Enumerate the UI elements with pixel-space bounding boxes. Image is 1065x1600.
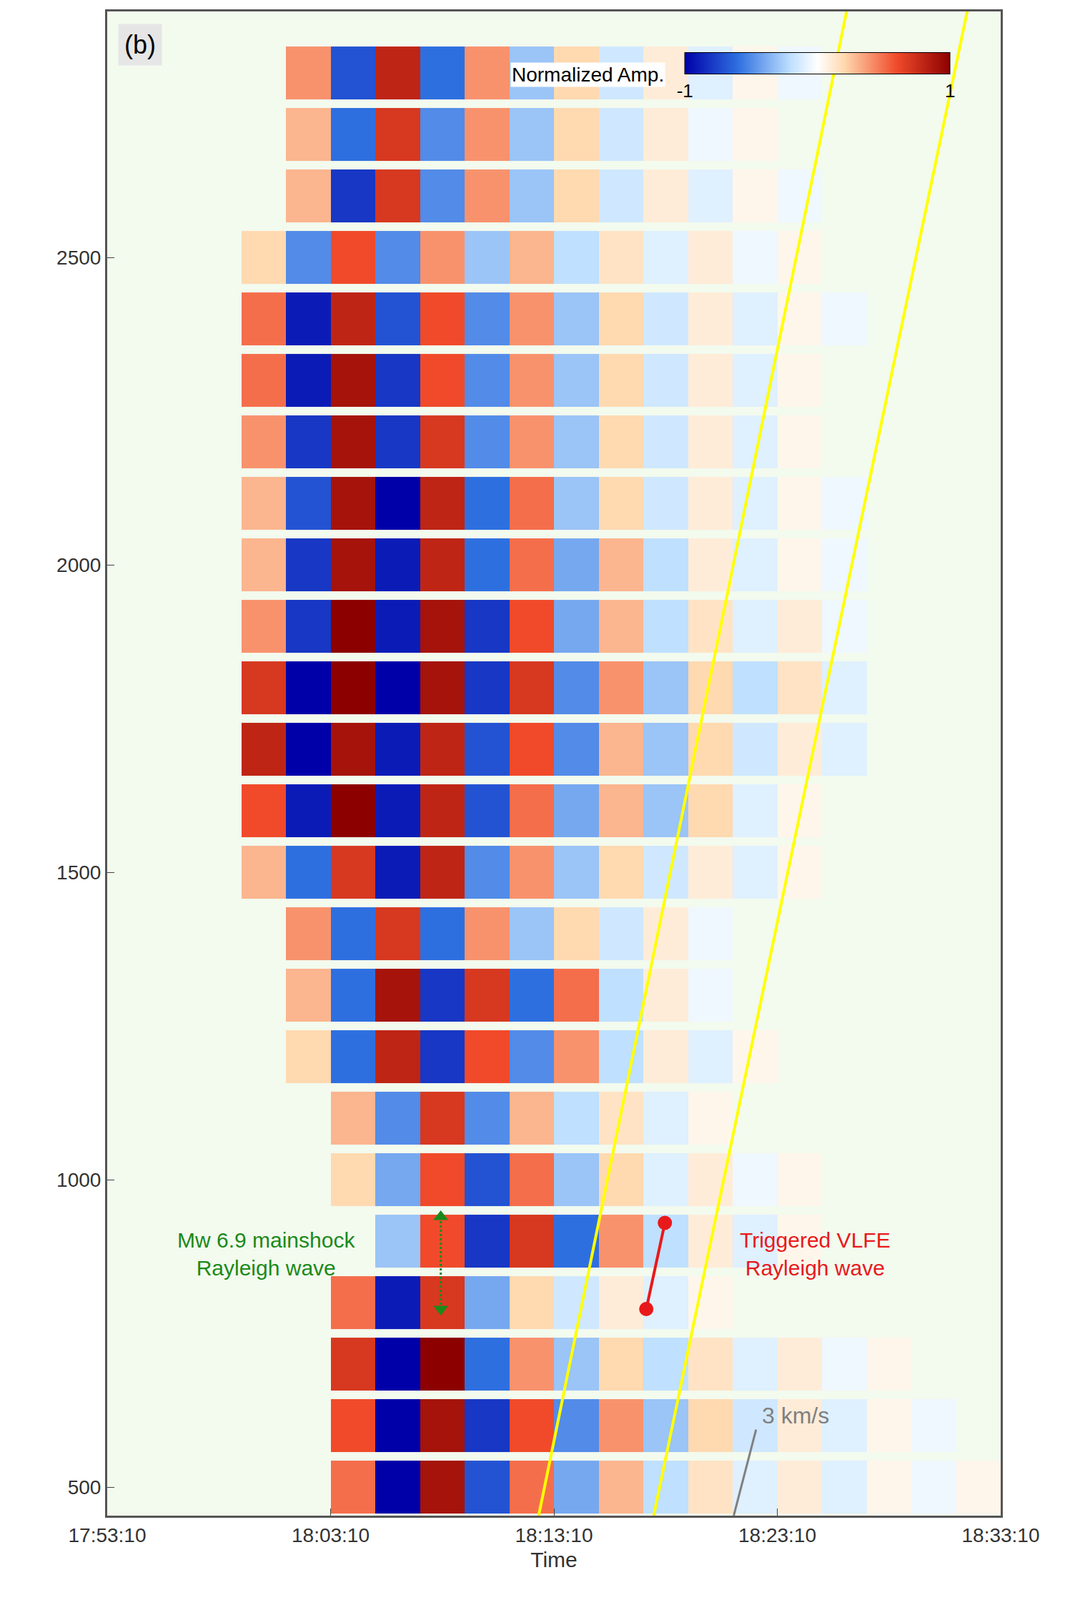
svg-text:1: 1	[944, 80, 955, 102]
svg-text:Mw 6.9 mainshockRayleigh wave: Mw 6.9 mainshockRayleigh wave	[177, 1227, 356, 1280]
svg-text:500: 500	[67, 1475, 102, 1499]
svg-text:1500: 1500	[56, 861, 101, 884]
svg-text:2000: 2000	[56, 553, 101, 577]
svg-text:1000: 1000	[56, 1168, 101, 1191]
svg-text:18:33:10: 18:33:10	[962, 1523, 1040, 1547]
svg-text:(b): (b)	[124, 30, 156, 60]
svg-text:18:13:10: 18:13:10	[515, 1523, 594, 1547]
svg-text:17:53:10: 17:53:10	[68, 1523, 147, 1547]
svg-text:Normalized Amp.: Normalized Amp.	[511, 63, 665, 86]
svg-text:Time: Time	[530, 1547, 578, 1572]
svg-text:-1: -1	[676, 80, 694, 102]
svg-text:18:03:10: 18:03:10	[291, 1523, 370, 1547]
svg-text:Triggered VLFERayleigh wave: Triggered VLFERayleigh wave	[739, 1227, 891, 1280]
svg-text:2500: 2500	[56, 246, 101, 269]
svg-text:3 km/s: 3 km/s	[761, 1402, 830, 1429]
svg-text:18:23:10: 18:23:10	[738, 1523, 817, 1547]
